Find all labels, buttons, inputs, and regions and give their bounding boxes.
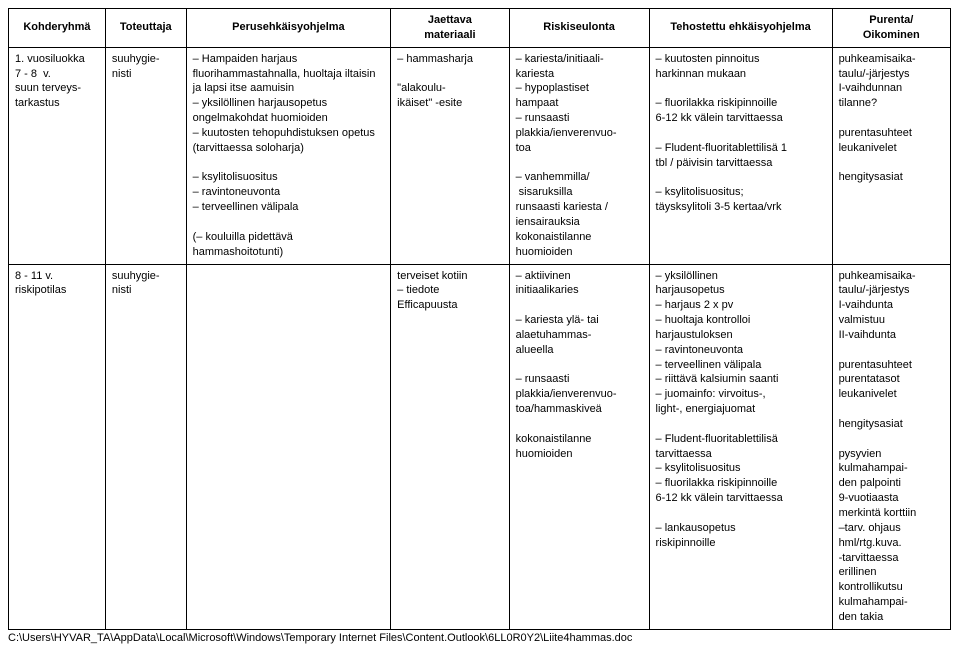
cell-riski: – aktiivinen initiaalikaries – kariesta … [509, 264, 649, 629]
table-row: 8 - 11 v. riskipotilas suuhygie- nisti t… [9, 264, 951, 629]
main-table: Kohderyhmä Toteuttaja Perusehkäisyohjelm… [8, 8, 951, 630]
cell-tehostettu: – kuutosten pinnoitus harkinnan mukaan –… [649, 47, 832, 264]
cell-jaettava: – hammasharja "alakoulu- ikäiset" -esite [391, 47, 509, 264]
cell-tehostettu: – yksilöllinen harjausopetus – harjaus 2… [649, 264, 832, 629]
cell-kohderyhma: 8 - 11 v. riskipotilas [9, 264, 106, 629]
header-tehostettu: Tehostettu ehkäisyohjelma [649, 9, 832, 48]
cell-toteuttaja: suuhygie- nisti [105, 47, 186, 264]
cell-purenta: puhkeamisaika- taulu/-järjestys I-vaihdu… [832, 264, 950, 629]
cell-riski: – kariesta/initiaali- kariesta – hypopla… [509, 47, 649, 264]
cell-perus [186, 264, 391, 629]
header-jaettava: Jaettava materiaali [391, 9, 509, 48]
header-toteuttaja: Toteuttaja [105, 9, 186, 48]
header-perus: Perusehkäisyohjelma [186, 9, 391, 48]
cell-purenta: puhkeamisaika- taulu/-järjestys I-vaihdu… [832, 47, 950, 264]
cell-toteuttaja: suuhygie- nisti [105, 264, 186, 629]
header-kohderyhma: Kohderyhmä [9, 9, 106, 48]
header-row: Kohderyhmä Toteuttaja Perusehkäisyohjelm… [9, 9, 951, 48]
header-riski: Riskiseulonta [509, 9, 649, 48]
cell-jaettava: terveiset kotiin – tiedote Efficapuusta [391, 264, 509, 629]
table-row: 1. vuosiluokka 7 - 8 v. suun terveys- ta… [9, 47, 951, 264]
header-purenta: Purenta/ Oikominen [832, 9, 950, 48]
cell-kohderyhma: 1. vuosiluokka 7 - 8 v. suun terveys- ta… [9, 47, 106, 264]
cell-perus: – Hampaiden harjaus fluorihammastahnalla… [186, 47, 391, 264]
footer-path: C:\Users\HYVAR_TA\AppData\Local\Microsof… [8, 630, 951, 644]
